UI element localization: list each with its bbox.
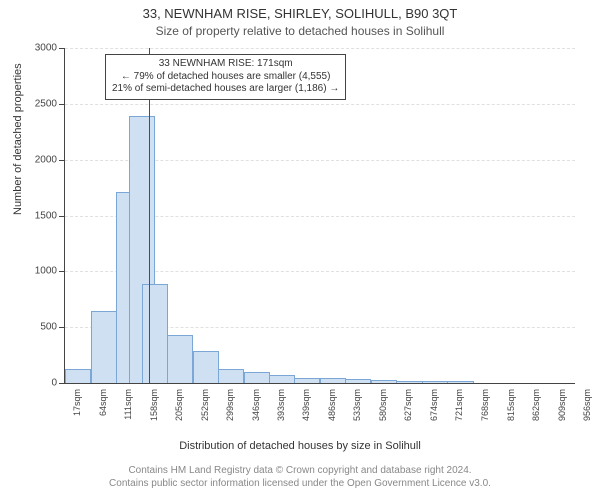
x-tick-label: 205sqm bbox=[174, 389, 184, 421]
y-tick-label: 500 bbox=[40, 322, 65, 333]
x-tick-label: 393sqm bbox=[276, 389, 286, 421]
annotation-line-2: ← 79% of detached houses are smaller (4,… bbox=[112, 71, 339, 84]
histogram-bar bbox=[218, 369, 244, 383]
x-tick-label: 111sqm bbox=[123, 389, 133, 420]
x-tick-label: 252sqm bbox=[200, 389, 210, 421]
plot-area: 05001000150020002500300017sqm64sqm111sqm… bbox=[64, 48, 575, 384]
y-tick-label: 2500 bbox=[35, 98, 65, 109]
histogram-bar bbox=[91, 311, 117, 383]
x-tick-label: 956sqm bbox=[582, 389, 592, 421]
y-tick-label: 2000 bbox=[35, 154, 65, 165]
x-tick-label: 158sqm bbox=[149, 389, 159, 421]
histogram-bar bbox=[269, 375, 295, 383]
grid-line bbox=[65, 48, 575, 49]
histogram-bar bbox=[167, 335, 193, 383]
x-tick-label: 627sqm bbox=[403, 389, 413, 421]
histogram-bar bbox=[244, 372, 270, 383]
x-tick-label: 346sqm bbox=[251, 389, 261, 421]
x-tick-label: 64sqm bbox=[98, 389, 108, 416]
chart-title: 33, NEWNHAM RISE, SHIRLEY, SOLIHULL, B90… bbox=[0, 0, 600, 22]
y-tick-label: 3000 bbox=[35, 43, 65, 54]
y-axis-label: Number of detached properties bbox=[12, 63, 24, 215]
x-tick-label: 721sqm bbox=[454, 389, 464, 421]
histogram-bar bbox=[345, 379, 371, 383]
histogram-bar bbox=[65, 369, 91, 383]
footer-line-1: Contains HM Land Registry data © Crown c… bbox=[0, 465, 600, 478]
annotation-box: 33 NEWNHAM RISE: 171sqm ← 79% of detache… bbox=[105, 54, 346, 100]
annotation-line-3: 21% of semi-detached houses are larger (… bbox=[112, 83, 339, 96]
footer-line-2: Contains public sector information licen… bbox=[0, 478, 600, 491]
histogram-bar bbox=[422, 381, 448, 383]
annotation-line-1: 33 NEWNHAM RISE: 171sqm bbox=[112, 58, 339, 71]
x-axis-label: Distribution of detached houses by size … bbox=[0, 440, 600, 452]
histogram-bar bbox=[371, 380, 397, 383]
x-tick-label: 439sqm bbox=[301, 389, 311, 421]
grid-line bbox=[65, 104, 575, 105]
x-tick-label: 815sqm bbox=[506, 389, 516, 421]
histogram-bar bbox=[320, 378, 346, 383]
histogram-bar bbox=[447, 381, 473, 383]
x-tick-label: 768sqm bbox=[480, 389, 490, 421]
chart-container: 33, NEWNHAM RISE, SHIRLEY, SOLIHULL, B90… bbox=[0, 0, 600, 500]
x-tick-label: 486sqm bbox=[327, 389, 337, 421]
x-tick-label: 580sqm bbox=[378, 389, 388, 421]
x-tick-label: 533sqm bbox=[352, 389, 362, 421]
y-tick-label: 1000 bbox=[35, 266, 65, 277]
footer-text: Contains HM Land Registry data © Crown c… bbox=[0, 465, 600, 490]
x-tick-label: 674sqm bbox=[429, 389, 439, 421]
histogram-bar bbox=[193, 351, 219, 383]
chart-subtitle: Size of property relative to detached ho… bbox=[0, 22, 600, 38]
histogram-bar bbox=[142, 284, 168, 383]
y-tick-label: 0 bbox=[51, 378, 65, 389]
x-tick-label: 909sqm bbox=[557, 389, 567, 421]
x-tick-label: 862sqm bbox=[531, 389, 541, 421]
x-tick-label: 299sqm bbox=[225, 389, 235, 421]
histogram-bar bbox=[294, 378, 320, 383]
histogram-bar bbox=[396, 381, 422, 383]
x-tick-label: 17sqm bbox=[72, 389, 82, 416]
y-tick-label: 1500 bbox=[35, 210, 65, 221]
